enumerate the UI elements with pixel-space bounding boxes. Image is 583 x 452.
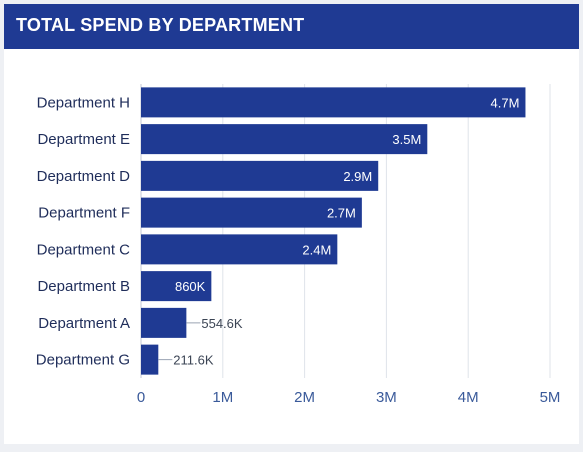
category-label: Department E [37, 131, 130, 148]
chart-header: TOTAL SPEND BY DEPARTMENT [4, 4, 579, 49]
x-tick-label: 2M [294, 389, 315, 406]
bar [141, 344, 159, 375]
data-label: 2.9M [343, 169, 372, 184]
chart-title: TOTAL SPEND BY DEPARTMENT [16, 15, 305, 35]
data-label: 554.6K [201, 316, 243, 331]
data-label: 2.7M [327, 206, 356, 221]
bar [141, 307, 187, 338]
x-tick-label: 4M [458, 389, 479, 406]
data-label: 2.4M [302, 242, 331, 257]
data-label: 860K [175, 279, 206, 294]
data-label: 4.7M [491, 95, 520, 110]
category-label: Department F [38, 205, 130, 222]
x-tick-label: 0 [137, 389, 145, 406]
category-label: Department C [37, 241, 131, 258]
category-label: Department B [37, 278, 130, 295]
x-tick-label: 3M [376, 389, 397, 406]
bar [141, 234, 338, 265]
chart-card: TOTAL SPEND BY DEPARTMENT [4, 4, 579, 444]
category-label: Department A [38, 315, 130, 332]
category-label: Department D [37, 168, 131, 185]
category-label: Department H [37, 94, 130, 111]
x-tick-label: 5M [540, 389, 561, 406]
bar [141, 160, 379, 191]
x-tick-label: 1M [212, 389, 233, 406]
bar [141, 87, 526, 118]
data-label: 3.5M [392, 132, 421, 147]
bar [141, 197, 362, 228]
data-label: 211.6K [173, 353, 214, 368]
category-label: Department G [36, 352, 130, 369]
bar [141, 271, 212, 302]
bar [141, 124, 428, 155]
